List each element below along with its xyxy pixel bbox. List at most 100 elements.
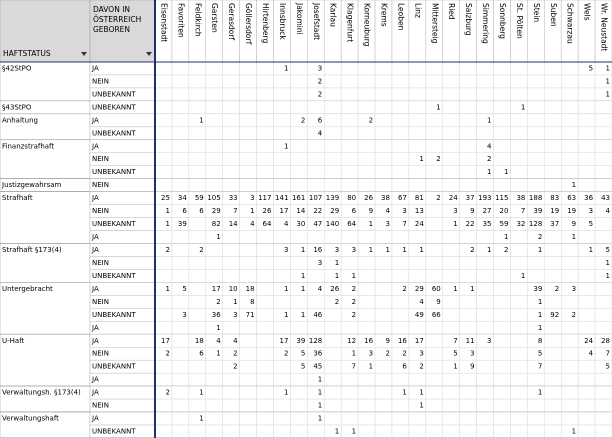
cell <box>476 398 494 413</box>
cell <box>171 100 190 115</box>
column-label: Leoben <box>396 3 405 31</box>
cell <box>374 165 393 179</box>
cell-value: 3 <box>589 207 593 215</box>
cell-value: 128 <box>529 220 542 228</box>
cell <box>476 385 494 400</box>
cell <box>222 269 240 283</box>
cell-value: 1 <box>199 415 203 423</box>
cell <box>273 256 291 270</box>
cell <box>493 269 511 283</box>
cell <box>340 321 359 335</box>
row-label: UNBEKANNT <box>92 311 136 319</box>
cell <box>205 256 223 270</box>
cell <box>442 398 460 413</box>
cell-value: 1 <box>538 389 542 397</box>
cell <box>510 61 528 76</box>
cell-value: 2 <box>487 155 491 163</box>
cell <box>205 165 223 179</box>
cell-value: 1 <box>216 324 220 332</box>
cell <box>408 230 427 244</box>
cell <box>357 398 376 413</box>
cell-value: 46 <box>313 311 322 319</box>
cell <box>222 74 240 89</box>
cell-value: 28 <box>601 337 610 345</box>
row-label: NEIN <box>92 402 109 410</box>
cell-value: 32 <box>516 220 525 228</box>
cell-value: 3 <box>453 207 457 215</box>
cell <box>476 269 494 283</box>
cell <box>560 321 579 335</box>
row-label-cell <box>89 230 156 244</box>
cell <box>171 256 190 270</box>
cell-value: 3 <box>250 194 254 202</box>
group-cell <box>0 191 91 244</box>
cell <box>324 385 342 400</box>
cell-value: 2 <box>436 155 440 163</box>
cell <box>544 74 562 89</box>
cell <box>188 126 207 141</box>
cell-value: 71 <box>246 311 255 319</box>
cell <box>374 74 393 89</box>
cell <box>290 321 308 335</box>
cell-value: 9 <box>572 220 576 228</box>
cell-value: 1 <box>538 246 542 254</box>
cell <box>357 295 376 309</box>
cell <box>188 139 207 154</box>
cell <box>290 100 308 115</box>
cell <box>273 295 291 309</box>
cell-value: 1 <box>165 207 169 215</box>
cell-value: 5 <box>538 350 542 358</box>
cell <box>442 139 460 154</box>
cell <box>357 256 376 270</box>
cell <box>459 165 477 179</box>
cell <box>171 139 190 154</box>
cell <box>476 372 494 387</box>
cell <box>493 113 511 128</box>
cell-value: 1 <box>487 116 491 124</box>
cell-value: 1 <box>369 246 373 254</box>
cell <box>256 126 274 141</box>
cell-value: 64 <box>263 220 272 228</box>
cell-value: 6 <box>199 350 204 358</box>
cell <box>222 398 240 413</box>
cell <box>374 372 393 387</box>
cell <box>340 139 359 154</box>
cell <box>391 113 410 128</box>
group-label: U-Haft <box>2 337 25 345</box>
cell <box>374 398 393 413</box>
cell-value: 1 <box>419 155 423 163</box>
cell-value: 2 <box>318 77 322 85</box>
cell <box>391 256 410 270</box>
cell <box>154 152 173 166</box>
cell <box>324 321 342 335</box>
cell <box>510 308 528 322</box>
cell-value: 45 <box>313 363 322 371</box>
cell-value: 1 <box>504 168 508 176</box>
cell <box>577 321 596 335</box>
column-label: Garsten <box>210 3 219 33</box>
column-label: Josefstadt <box>312 2 321 40</box>
cell-value: 2 <box>233 363 237 371</box>
cell <box>425 165 443 179</box>
row-label-cell <box>89 61 156 76</box>
cell <box>510 256 528 270</box>
cell <box>459 126 477 141</box>
cell <box>493 385 511 400</box>
cell-value: 1 <box>250 207 254 215</box>
cell-value: 5 <box>453 350 457 358</box>
cell <box>205 74 223 89</box>
cell <box>391 178 410 192</box>
cell <box>527 165 545 179</box>
cell <box>391 152 410 166</box>
cell <box>391 74 410 89</box>
cell <box>340 74 359 89</box>
cell <box>391 87 410 102</box>
cell <box>408 424 427 438</box>
cell <box>442 424 460 438</box>
cell-value: 8 <box>250 298 254 306</box>
cell <box>357 74 376 89</box>
cell <box>560 87 579 102</box>
cell <box>442 87 460 102</box>
cell <box>239 372 257 387</box>
cell <box>527 100 545 115</box>
